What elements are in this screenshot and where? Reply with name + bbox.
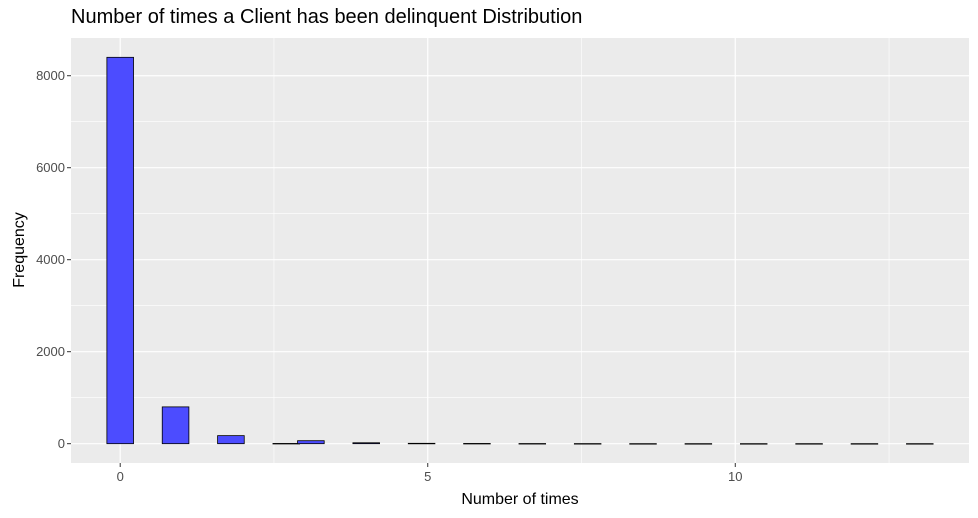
y-axis-title: Frequency	[11, 212, 28, 288]
x-axis-title: Number of times	[461, 491, 578, 508]
plot-panel	[71, 38, 969, 463]
y-tick-label: 6000	[36, 160, 65, 175]
histogram-bars	[106, 56, 934, 445]
histogram-bar	[297, 440, 325, 445]
chart-title: Number of times a Client has been delinq…	[71, 6, 583, 28]
histogram-bar	[407, 442, 436, 445]
histogram-bar	[272, 443, 300, 445]
histogram-bar	[573, 443, 602, 445]
histogram-bar	[106, 56, 134, 445]
histogram-bar	[161, 406, 190, 445]
histogram-bar	[740, 443, 768, 445]
histogram-bar	[463, 443, 491, 445]
y-tick-label: 4000	[36, 252, 65, 267]
x-tick-label: 5	[424, 469, 431, 484]
x-axis-ticks: 0 5 10	[117, 463, 743, 484]
histogram-bar	[217, 435, 245, 445]
histogram-bar	[629, 443, 657, 445]
histogram-bar	[906, 443, 934, 445]
x-tick-label: 10	[728, 469, 742, 484]
y-tick-label: 2000	[36, 344, 65, 359]
x-tick-label: 0	[117, 469, 124, 484]
y-tick-label: 0	[58, 436, 65, 451]
histogram-bar	[352, 442, 380, 445]
y-tick-label: 8000	[36, 68, 65, 83]
histogram-bar	[795, 443, 823, 445]
histogram-bar	[850, 443, 879, 445]
minor-gridlines	[71, 38, 969, 463]
histogram-bar	[518, 443, 547, 445]
y-axis-ticks: 0 2000 4000 6000 8000	[36, 68, 71, 451]
histogram-bar	[684, 443, 713, 445]
